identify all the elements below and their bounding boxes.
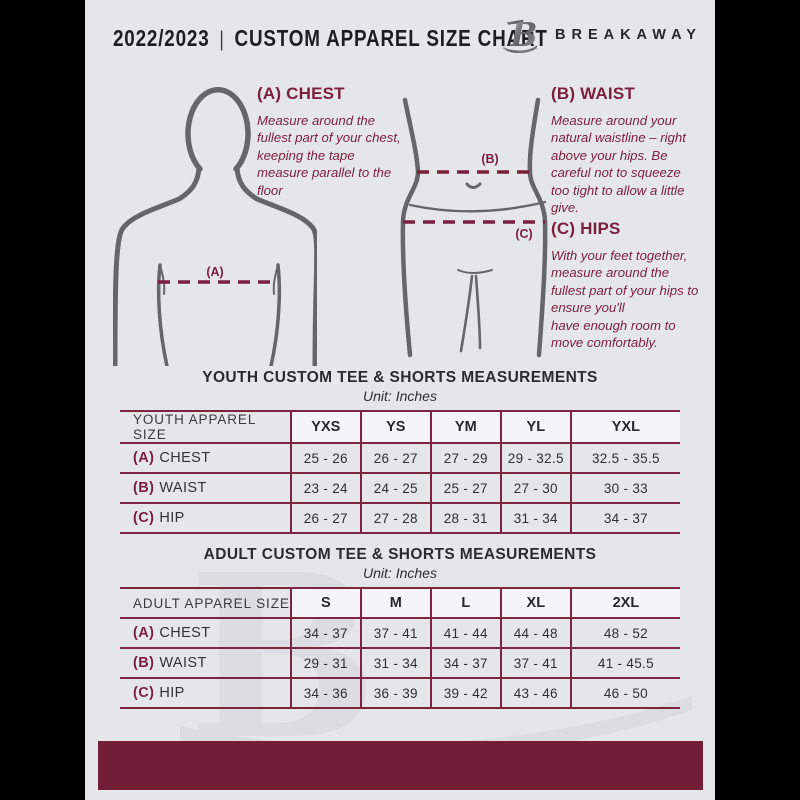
table-row: (B) WAIST 29 - 31 31 - 34 34 - 37 37 - 41… — [120, 647, 680, 678]
title-year: 2022/2023 — [113, 25, 210, 51]
cell-value: 28 - 31 — [429, 502, 501, 534]
brand-logo: B BREAKAWAY — [499, 14, 702, 56]
row-marker: (C) — [133, 510, 155, 526]
chest-instructions: (A) CHEST Measure around the fullest par… — [257, 84, 409, 199]
cell-value: 26 - 27 — [289, 502, 361, 534]
row-label: WAIST — [159, 655, 207, 671]
cell-value: 31 - 34 — [359, 647, 431, 678]
brand-name: BREAKAWAY — [555, 27, 702, 43]
youth-header-row: YOUTH APPAREL SIZE YXS YS YM YL YXL — [120, 410, 680, 443]
chest-heading: (A) CHEST — [257, 84, 345, 103]
adult-size-s: S — [289, 587, 361, 618]
youth-size-ys: YS — [359, 410, 431, 443]
table-row: (A) CHEST 25 - 26 26 - 27 27 - 29 29 - 32… — [120, 442, 680, 473]
adult-unit-label: Unit: Inches — [363, 565, 437, 581]
youth-size-table: YOUTH APPAREL SIZE YXS YS YM YL YXL (A) C… — [120, 410, 680, 534]
youth-section-title: YOUTH CUSTOM TEE & SHORTS MEASUREMENTS — [202, 369, 598, 386]
hips-description: With your feet together, measure around … — [551, 248, 699, 351]
cell-value: 39 - 42 — [429, 677, 501, 709]
row-marker: (A) — [133, 625, 155, 641]
youth-size-yxl: YXL — [569, 410, 680, 443]
cell-value: 25 - 26 — [289, 442, 361, 473]
row-label: HIP — [159, 510, 185, 526]
cell-value: 34 - 37 — [569, 502, 680, 534]
table-row: (C) HIP 26 - 27 27 - 28 28 - 31 31 - 34 3… — [120, 502, 680, 534]
table-row: (A) CHEST 34 - 37 37 - 41 41 - 44 44 - 48… — [120, 617, 680, 648]
youth-header-label: YOUTH APPAREL SIZE — [120, 410, 291, 443]
cell-value: 31 - 34 — [499, 502, 571, 534]
table-row: (C) HIP 34 - 36 36 - 39 39 - 42 43 - 46 4… — [120, 677, 680, 709]
chest-description: Measure around the fullest part of your … — [257, 113, 401, 198]
cell-value: 41 - 44 — [429, 617, 501, 648]
adult-chest-label: (A) CHEST — [120, 617, 291, 648]
cell-value: 26 - 27 — [359, 442, 431, 473]
cell-value: 24 - 25 — [359, 472, 431, 503]
cell-value: 34 - 36 — [289, 677, 361, 709]
cell-value: 29 - 31 — [289, 647, 361, 678]
cell-value: 44 - 48 — [499, 617, 571, 648]
hip-marker-label: (C) — [515, 227, 532, 241]
page-title: 2022/2023 | CUSTOM APPAREL SIZE CHART — [113, 25, 548, 52]
waist-description: Measure around your natural waistline – … — [551, 113, 686, 216]
row-label: CHEST — [159, 625, 211, 641]
size-chart-page: B 2022/2023 | CUSTOM APPAREL SIZE CHART … — [85, 0, 715, 800]
adult-header-row: ADULT APPAREL SIZE S M L XL 2XL — [120, 587, 680, 618]
row-label: CHEST — [159, 450, 211, 466]
cell-value: 27 - 29 — [429, 442, 501, 473]
breakaway-b-icon: B — [503, 16, 537, 54]
cell-value: 27 - 30 — [499, 472, 571, 503]
adult-section-title: ADULT CUSTOM TEE & SHORTS MEASUREMENTS — [203, 546, 597, 563]
cell-value: 36 - 39 — [359, 677, 431, 709]
youth-size-ym: YM — [429, 410, 501, 443]
row-label: HIP — [159, 685, 185, 701]
row-marker: (A) — [133, 450, 155, 466]
adult-hip-label: (C) HIP — [120, 677, 291, 709]
cell-value: 37 - 41 — [359, 617, 431, 648]
youth-waist-label: (B) WAIST — [120, 472, 291, 503]
row-marker: (B) — [133, 655, 155, 671]
youth-size-yxs: YXS — [289, 410, 361, 443]
waist-instructions: (B) WAIST Measure around your natural wa… — [551, 84, 693, 217]
title-text: CUSTOM APPAREL SIZE CHART — [234, 25, 548, 51]
youth-chest-label: (A) CHEST — [120, 442, 291, 473]
adult-size-table: ADULT APPAREL SIZE S M L XL 2XL (A) CHEST… — [120, 587, 680, 709]
torso-figure: (A) — [113, 87, 317, 366]
cell-value: 34 - 37 — [429, 647, 501, 678]
adult-size-xl: XL — [499, 587, 571, 618]
adult-size-2xl: 2XL — [569, 587, 680, 618]
title-separator: | — [219, 28, 225, 51]
row-marker: (C) — [133, 685, 155, 701]
hips-heading: (C) HIPS — [551, 219, 621, 238]
cell-value: 27 - 28 — [359, 502, 431, 534]
adult-header-label: ADULT APPAREL SIZE — [120, 587, 291, 618]
cell-value: 37 - 41 — [499, 647, 571, 678]
cell-value: 25 - 27 — [429, 472, 501, 503]
cell-value: 32.5 - 35.5 — [569, 442, 680, 473]
youth-unit-label: Unit: Inches — [363, 388, 437, 404]
adult-waist-label: (B) WAIST — [120, 647, 291, 678]
row-marker: (B) — [133, 480, 155, 496]
cell-value: 48 - 52 — [569, 617, 680, 648]
table-row: (B) WAIST 23 - 24 24 - 25 25 - 27 27 - 30… — [120, 472, 680, 503]
cell-value: 29 - 32.5 — [499, 442, 571, 473]
cell-value: 41 - 45.5 — [569, 647, 680, 678]
lower-body-figure: (B) (C) — [400, 97, 548, 358]
youth-size-yl: YL — [499, 410, 571, 443]
waist-heading: (B) WAIST — [551, 84, 635, 103]
youth-hip-label: (C) HIP — [120, 502, 291, 534]
adult-size-l: L — [429, 587, 501, 618]
row-label: WAIST — [159, 480, 207, 496]
footer-accent-bar — [98, 741, 703, 790]
cell-value: 43 - 46 — [499, 677, 571, 709]
cell-value: 30 - 33 — [569, 472, 680, 503]
cell-value: 34 - 37 — [289, 617, 361, 648]
waist-marker-label: (B) — [481, 152, 498, 166]
cell-value: 23 - 24 — [289, 472, 361, 503]
chest-marker-label: (A) — [206, 265, 223, 279]
adult-size-m: M — [359, 587, 431, 618]
cell-value: 46 - 50 — [569, 677, 680, 709]
hips-instructions: (C) HIPS With your feet together, measur… — [551, 219, 699, 352]
